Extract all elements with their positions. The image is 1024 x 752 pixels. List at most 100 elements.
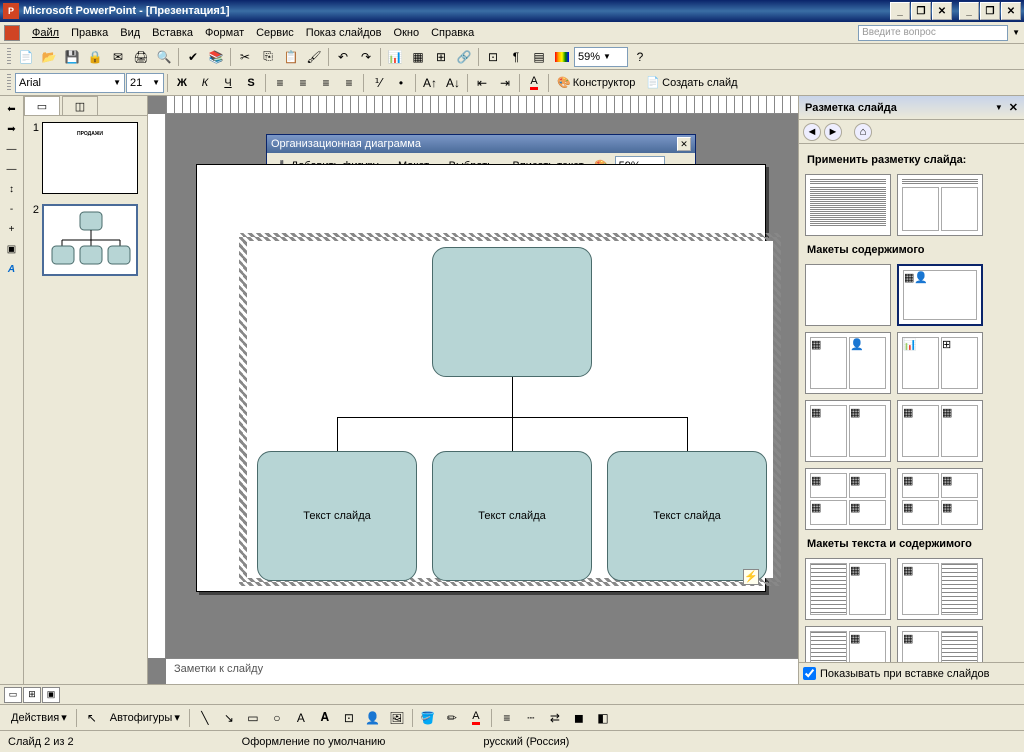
- decrease-indent-button[interactable]: ⇤: [471, 72, 493, 94]
- thumbnail-1[interactable]: 1 ПРОДАЖИ: [28, 122, 143, 194]
- increase-indent-button[interactable]: ⇥: [494, 72, 516, 94]
- underline-button[interactable]: Ч: [217, 72, 239, 94]
- normal-view-button[interactable]: ▭: [4, 687, 22, 703]
- outline-collapse-icon[interactable]: -: [3, 200, 21, 218]
- research-button[interactable]: 📚: [205, 46, 227, 68]
- layout-option[interactable]: ▦👤: [805, 332, 891, 394]
- layout-option[interactable]: ▦: [805, 558, 891, 620]
- permission-button[interactable]: 🔒: [84, 46, 106, 68]
- restore-button[interactable]: ❐: [911, 2, 931, 20]
- show-formatting-button[interactable]: ¶: [505, 46, 527, 68]
- menu-help[interactable]: Справка: [425, 25, 480, 41]
- wordart-button[interactable]: 𝐀: [314, 707, 336, 729]
- sorter-view-button[interactable]: ⊞: [23, 687, 41, 703]
- increase-font-button[interactable]: A↑: [419, 72, 441, 94]
- menu-service[interactable]: Сервис: [250, 25, 300, 41]
- chart-button[interactable]: 📊: [384, 46, 406, 68]
- layout-option[interactable]: 📊⊞: [897, 332, 983, 394]
- org-node-child[interactable]: Текст слайда: [257, 451, 417, 581]
- font-combo[interactable]: Arial▼: [15, 73, 125, 93]
- org-node-child[interactable]: Текст слайда: [607, 451, 767, 581]
- outline-level-icon[interactable]: —: [3, 160, 21, 178]
- thumbnail-2[interactable]: 2: [28, 204, 143, 276]
- copy-button[interactable]: ⎘: [257, 46, 279, 68]
- layout-option[interactable]: ▦👤: [897, 264, 983, 326]
- minimize-button[interactable]: _: [890, 2, 910, 20]
- arrow-button[interactable]: ↘: [218, 707, 240, 729]
- new-slide-button[interactable]: 📄Создать слайд: [641, 72, 742, 94]
- color-button[interactable]: [551, 46, 573, 68]
- expand-button[interactable]: ⊡: [482, 46, 504, 68]
- help-question-input[interactable]: Введите вопрос: [858, 25, 1008, 41]
- autoshapes-button[interactable]: Автофигуры ▾: [105, 707, 185, 729]
- line-style-button[interactable]: ≡: [496, 707, 518, 729]
- layout-option[interactable]: [897, 174, 983, 236]
- actions-button[interactable]: Действия ▾: [6, 707, 72, 729]
- close-button[interactable]: ✕: [932, 2, 952, 20]
- taskpane-close-icon[interactable]: ✕: [1009, 101, 1018, 114]
- slides-tab[interactable]: ◫: [62, 96, 98, 115]
- outline-arrow-icon[interactable]: ➡: [3, 120, 21, 138]
- rectangle-button[interactable]: ▭: [242, 707, 264, 729]
- doc-restore-button[interactable]: ❐: [980, 2, 1000, 20]
- select-objects-button[interactable]: ↖: [81, 707, 103, 729]
- slide-canvas[interactable]: Организационная диаграмма ✕ ➕Добавить фи…: [166, 114, 798, 658]
- dash-style-button[interactable]: ┄: [520, 707, 542, 729]
- fill-color-button[interactable]: 🪣: [417, 707, 439, 729]
- toolbar-grip[interactable]: [7, 48, 11, 66]
- help-button[interactable]: ?: [629, 46, 651, 68]
- format-painter-button[interactable]: 🖌: [303, 46, 325, 68]
- show-on-insert-checkbox[interactable]: [803, 667, 816, 680]
- taskpane-menu-icon[interactable]: ▼: [995, 103, 1003, 112]
- table-button[interactable]: ▦: [407, 46, 429, 68]
- nav-home-button[interactable]: ⌂: [854, 123, 872, 141]
- fontsize-combo[interactable]: 21▼: [126, 73, 164, 93]
- align-center-button[interactable]: ≡: [292, 72, 314, 94]
- align-left-button[interactable]: ≡: [269, 72, 291, 94]
- new-button[interactable]: 📄: [15, 46, 37, 68]
- menu-insert[interactable]: Вставка: [146, 25, 199, 41]
- toolbar-grip[interactable]: [7, 74, 11, 92]
- org-chart-selection[interactable]: Текст слайда Текст слайда Текст слайда: [239, 233, 781, 586]
- menu-edit[interactable]: Правка: [65, 25, 114, 41]
- slide[interactable]: Текст слайда Текст слайда Текст слайда ⚡: [196, 164, 766, 592]
- shadow-button[interactable]: S: [240, 72, 262, 94]
- layout-option[interactable]: ▦: [897, 626, 983, 662]
- align-right-button[interactable]: ≡: [315, 72, 337, 94]
- doc-close-button[interactable]: ✕: [1001, 2, 1021, 20]
- decrease-font-button[interactable]: A↓: [442, 72, 464, 94]
- grid-button[interactable]: ▤: [528, 46, 550, 68]
- oval-button[interactable]: ○: [266, 707, 288, 729]
- outline-tab[interactable]: ▭: [24, 96, 60, 115]
- bold-button[interactable]: Ж: [171, 72, 193, 94]
- menu-window[interactable]: Окно: [388, 25, 426, 41]
- line-button[interactable]: ╲: [194, 707, 216, 729]
- outline-level-icon[interactable]: —: [3, 140, 21, 158]
- open-button[interactable]: 📂: [38, 46, 60, 68]
- menu-file[interactable]: Файл: [26, 25, 65, 41]
- outline-expand-icon[interactable]: +: [3, 220, 21, 238]
- bullets-button[interactable]: •: [390, 72, 412, 94]
- layout-option[interactable]: ▦▦: [805, 400, 891, 462]
- undo-button[interactable]: ↶: [332, 46, 354, 68]
- align-justify-button[interactable]: ≡: [338, 72, 360, 94]
- textbox-button[interactable]: A: [290, 707, 312, 729]
- notes-pane[interactable]: Заметки к слайду: [166, 658, 798, 684]
- layout-option[interactable]: ▦▦: [897, 400, 983, 462]
- taskpane-body[interactable]: Применить разметку слайда: Макеты содерж…: [799, 144, 1024, 662]
- menu-view[interactable]: Вид: [114, 25, 146, 41]
- email-button[interactable]: ✉: [107, 46, 129, 68]
- save-button[interactable]: 💾: [61, 46, 83, 68]
- smart-tag-icon[interactable]: ⚡: [743, 569, 759, 585]
- org-toolbar-close[interactable]: ✕: [677, 137, 691, 151]
- font-color-button[interactable]: A: [523, 72, 545, 94]
- numbering-button[interactable]: ⅟: [367, 72, 389, 94]
- paste-button[interactable]: 📋: [280, 46, 302, 68]
- diagram-button[interactable]: ⊡: [338, 707, 360, 729]
- menu-format[interactable]: Формат: [199, 25, 250, 41]
- layout-option[interactable]: [805, 174, 891, 236]
- print-button[interactable]: 🖨: [130, 46, 152, 68]
- redo-button[interactable]: ↷: [355, 46, 377, 68]
- layout-option[interactable]: [805, 264, 891, 326]
- outline-format-icon[interactable]: A: [3, 260, 21, 278]
